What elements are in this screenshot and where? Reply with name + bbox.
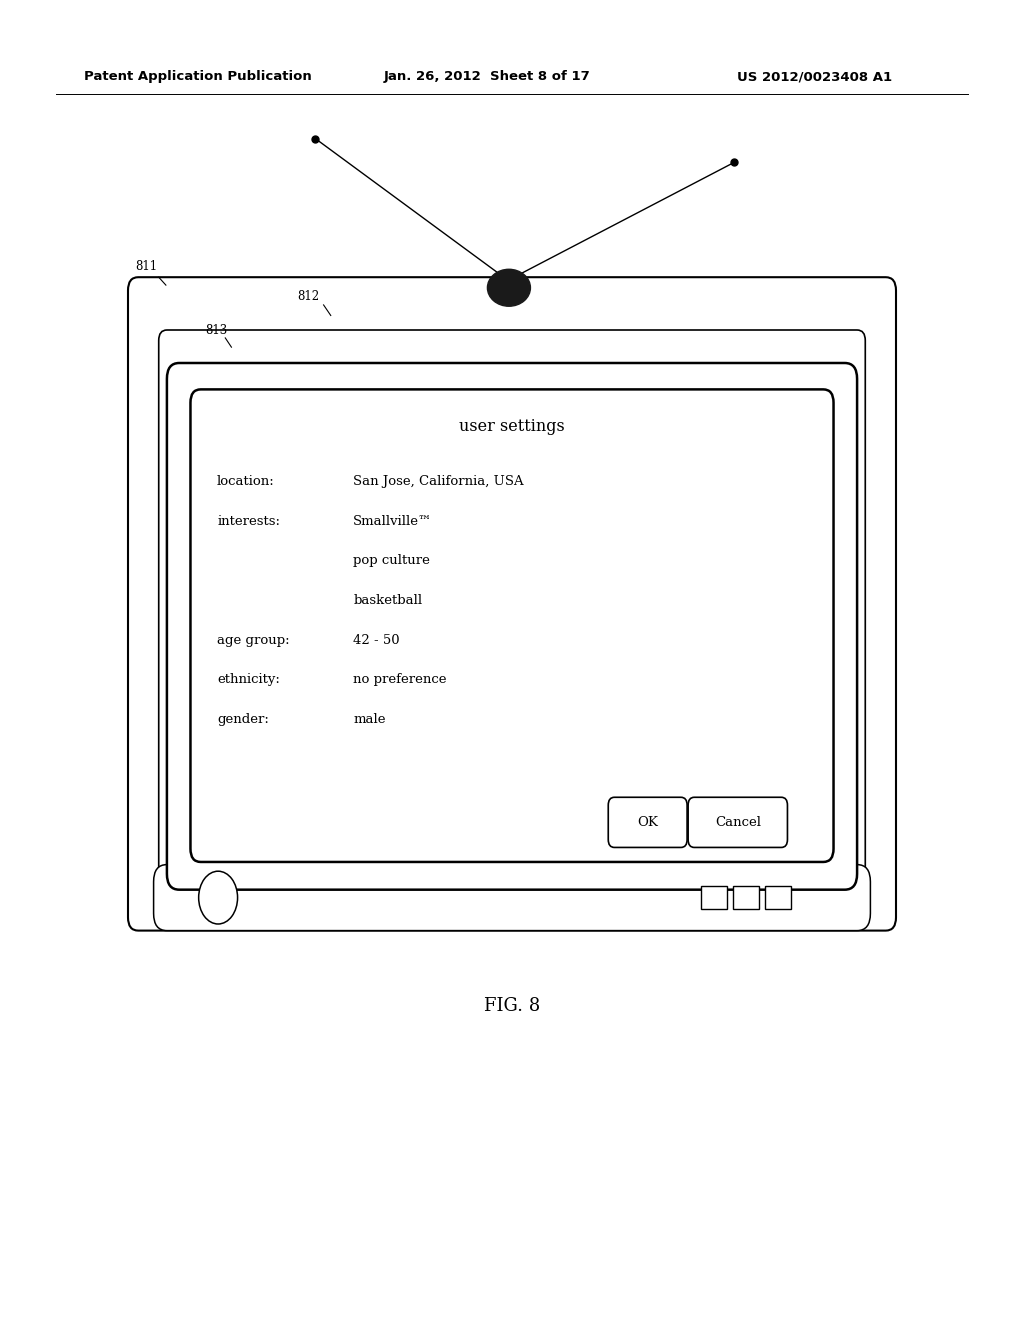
- Text: gender:: gender:: [217, 713, 269, 726]
- Text: FIG. 8: FIG. 8: [484, 997, 540, 1015]
- Text: interests:: interests:: [217, 515, 281, 528]
- FancyBboxPatch shape: [159, 330, 865, 899]
- Ellipse shape: [487, 269, 530, 306]
- Bar: [765, 886, 791, 909]
- Text: OK: OK: [637, 816, 658, 829]
- FancyBboxPatch shape: [154, 865, 870, 931]
- FancyBboxPatch shape: [608, 797, 687, 847]
- FancyBboxPatch shape: [167, 363, 857, 890]
- Text: San Jose, California, USA: San Jose, California, USA: [353, 475, 524, 488]
- Text: location:: location:: [217, 475, 274, 488]
- Text: male: male: [353, 713, 386, 726]
- Text: 812: 812: [297, 290, 319, 304]
- Text: Jan. 26, 2012  Sheet 8 of 17: Jan. 26, 2012 Sheet 8 of 17: [384, 70, 591, 83]
- Text: age group:: age group:: [217, 634, 290, 647]
- FancyBboxPatch shape: [688, 797, 787, 847]
- Text: Patent Application Publication: Patent Application Publication: [84, 70, 311, 83]
- Text: pop culture: pop culture: [353, 554, 430, 568]
- Bar: [733, 886, 759, 909]
- Text: Smallville™: Smallville™: [353, 515, 432, 528]
- Text: content information menu: content information menu: [402, 400, 622, 417]
- Text: US 2012/0023408 A1: US 2012/0023408 A1: [737, 70, 892, 83]
- Bar: [701, 886, 727, 909]
- Text: 42 - 50: 42 - 50: [353, 634, 400, 647]
- Ellipse shape: [199, 871, 238, 924]
- Text: Cancel: Cancel: [715, 816, 761, 829]
- FancyBboxPatch shape: [190, 389, 834, 862]
- Text: user settings: user settings: [459, 418, 565, 436]
- FancyBboxPatch shape: [128, 277, 896, 931]
- Text: basketball: basketball: [353, 594, 423, 607]
- Text: 813: 813: [205, 323, 227, 337]
- Text: ethnicity:: ethnicity:: [217, 673, 280, 686]
- Text: no preference: no preference: [353, 673, 446, 686]
- Text: 811: 811: [135, 260, 158, 273]
